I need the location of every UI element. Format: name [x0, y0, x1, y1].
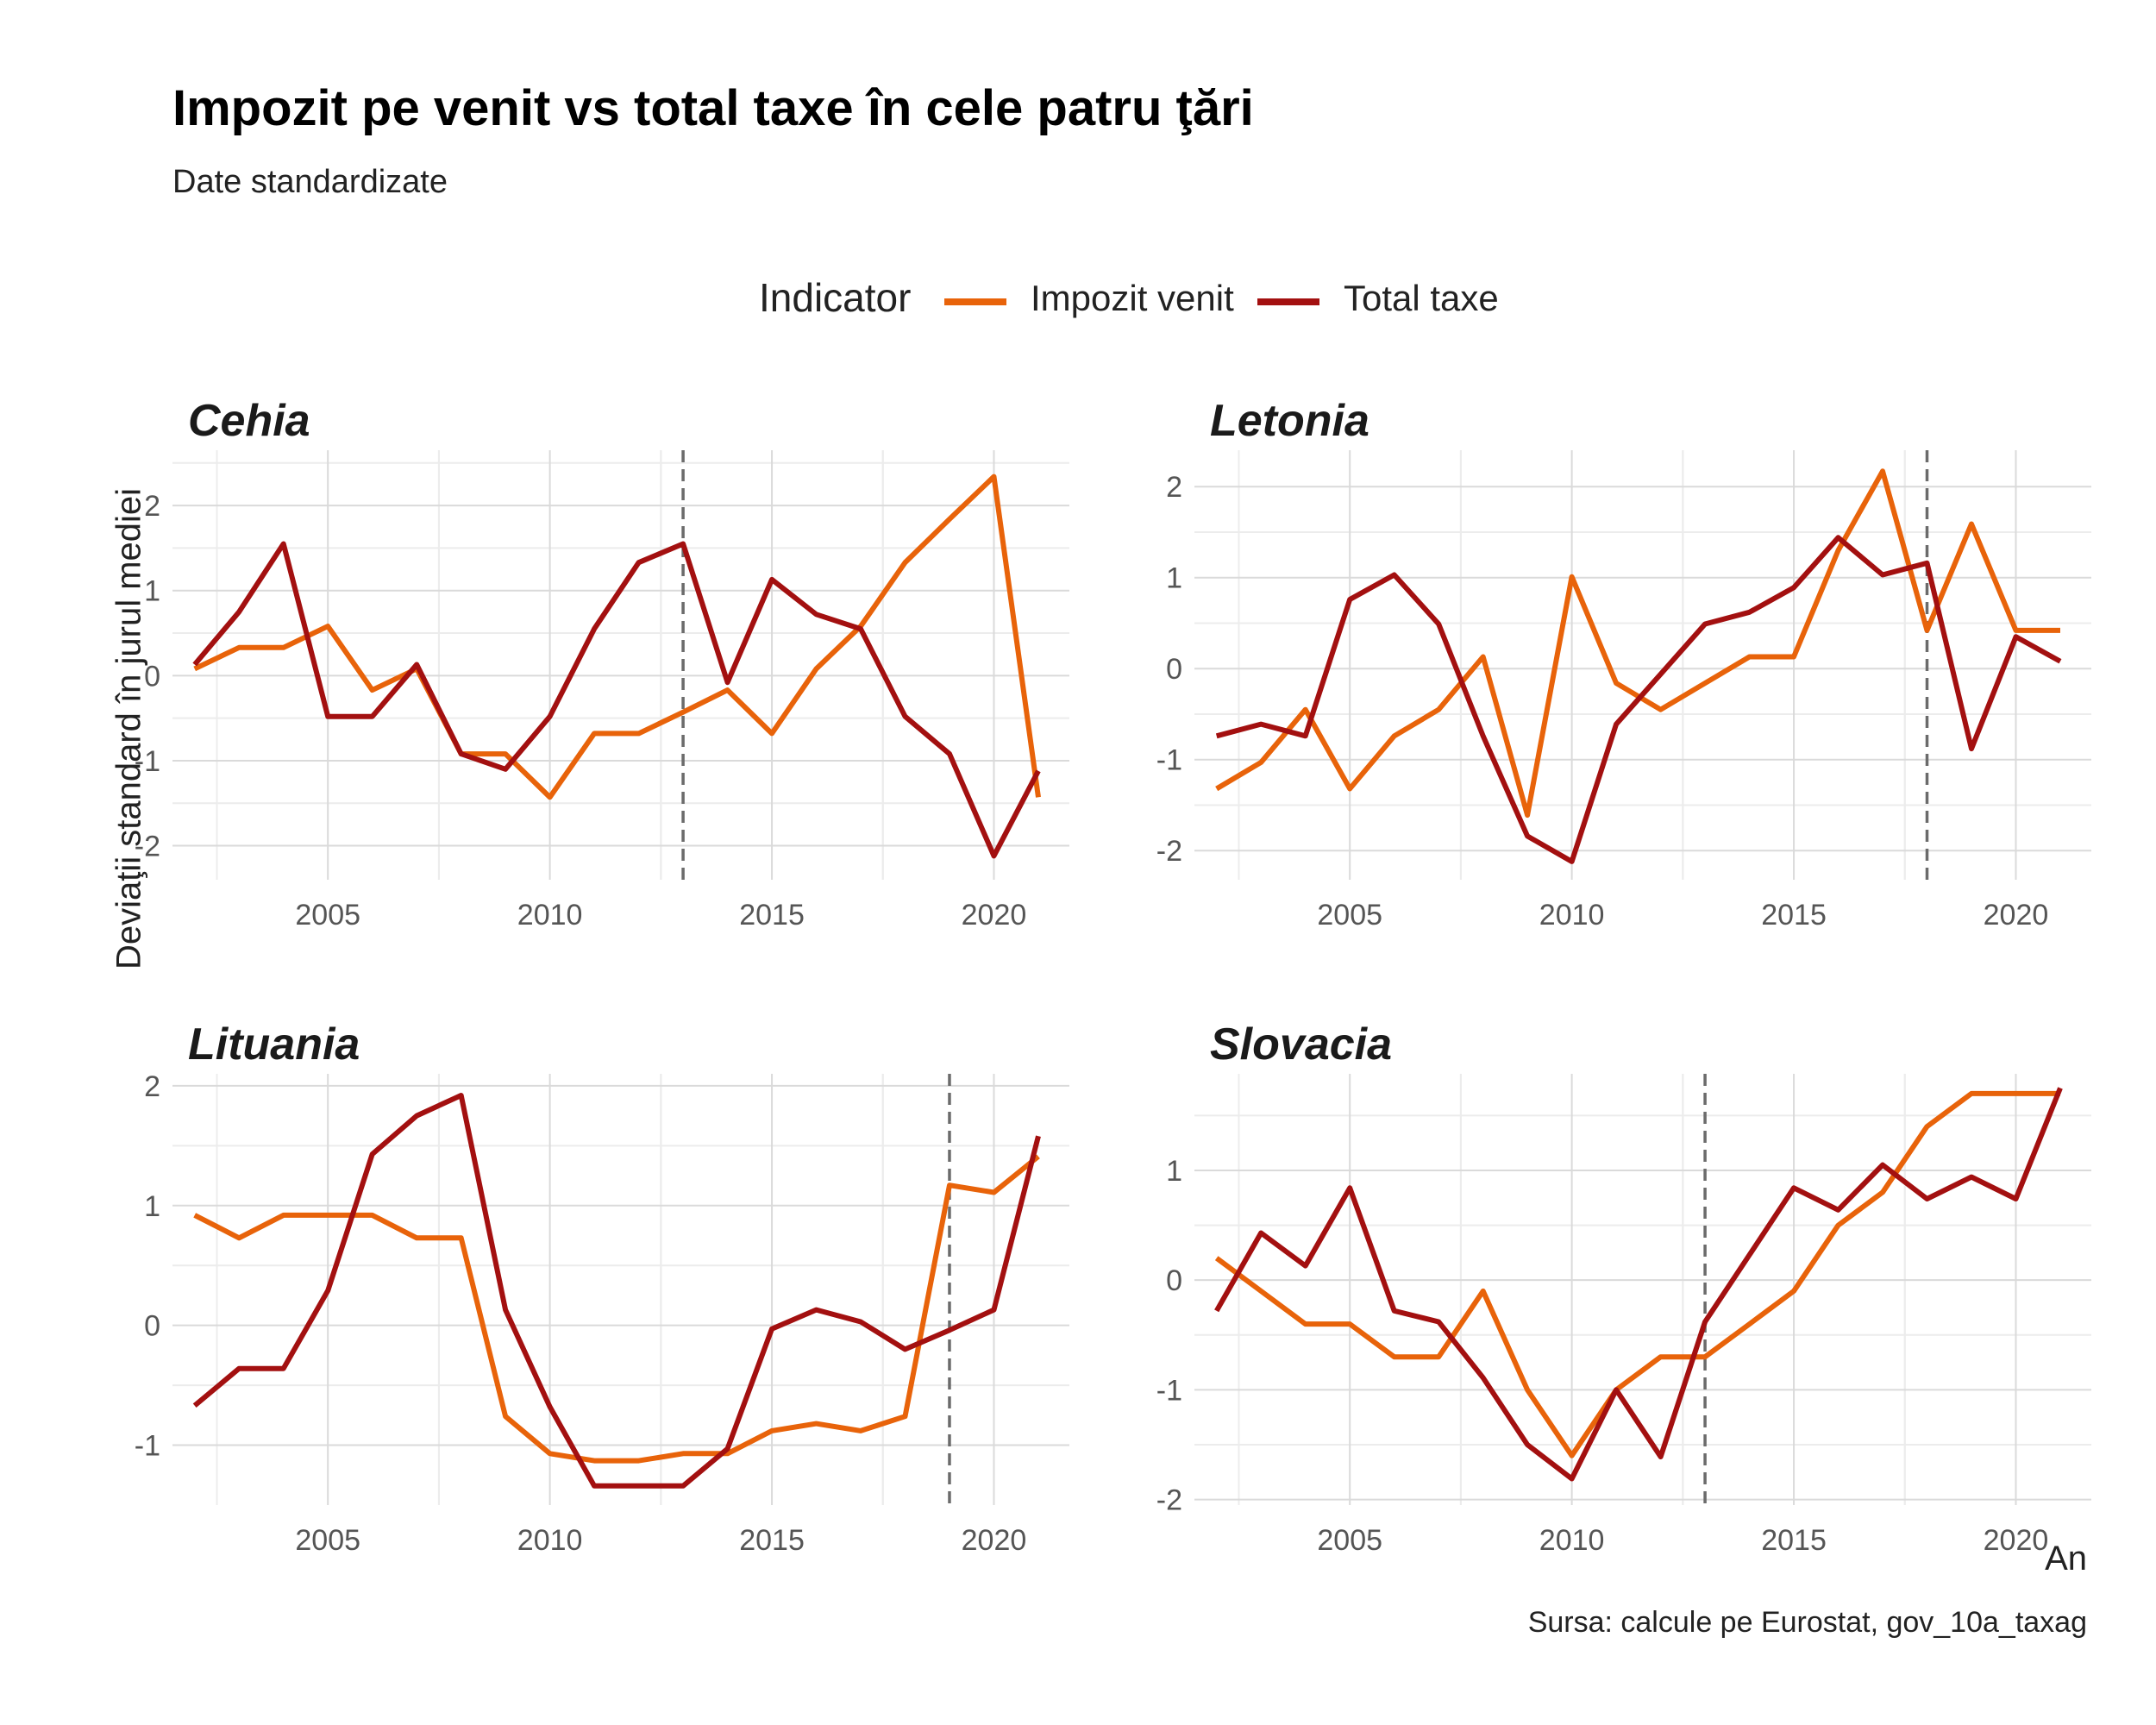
series-line-total-taxe [192, 1093, 1041, 1489]
y-tick-label: 1 [1166, 1155, 1182, 1188]
y-tick-label: 0 [1166, 1264, 1182, 1297]
x-tick-label: 2005 [1317, 899, 1382, 932]
y-tick-label: 1 [1166, 562, 1182, 595]
y-tick-label: 0 [144, 1310, 160, 1343]
y-tick-label: -1 [135, 745, 160, 778]
series-line-total-taxe [1214, 1087, 2063, 1482]
x-tick-label: 2005 [1317, 1524, 1382, 1557]
series-line-impozit-venit [1215, 468, 2060, 819]
panel-slovacia: 2005 2010 2015 2020 -2 -1 0 1 Slovacia [1156, 1019, 2091, 1557]
legend-key-total-taxe [1257, 298, 1319, 305]
x-tick-label: 2020 [1984, 1524, 2049, 1557]
legend-key-impozit-venit [944, 298, 1006, 305]
legend-label-impozit-venit: Impozit venit [1031, 278, 1234, 318]
y-tick-label: 1 [144, 575, 160, 608]
y-tick-label: -1 [1156, 744, 1182, 777]
panel-title-slovacia: Slovacia [1210, 1019, 1392, 1070]
x-axis-label: An [2045, 1540, 2087, 1578]
x-tick-label: 2015 [739, 899, 805, 932]
y-tick-label: -2 [1156, 835, 1182, 868]
x-tick-label: 2015 [739, 1524, 805, 1557]
y-tick-label: 1 [144, 1190, 160, 1223]
x-tick-label: 2010 [1539, 1524, 1605, 1557]
y-tick-label: -1 [135, 1430, 160, 1463]
panel-title-lituania: Lituania [188, 1019, 360, 1070]
x-tick-label: 2015 [1761, 899, 1827, 932]
legend-title: Indicator [759, 275, 912, 320]
x-tick-label: 2020 [962, 1524, 1027, 1557]
series-line-total-taxe [1215, 535, 2062, 864]
x-tick-label: 2010 [517, 899, 583, 932]
x-tick-label: 2015 [1761, 1524, 1827, 1557]
y-tick-label: 0 [1166, 653, 1182, 686]
caption: Sursa: calcule pe Eurostat, gov_10a_taxa… [1527, 1606, 2087, 1639]
x-tick-label: 2020 [1984, 899, 2049, 932]
y-tick-label: -2 [135, 831, 160, 863]
panel-title-letonia: Letonia [1210, 396, 1369, 446]
panel-lituania: 2005 2010 2015 2020 -1 0 1 2 Lituania [135, 1019, 1069, 1557]
series-line-impozit-venit [1214, 1090, 2060, 1458]
series-line-total-taxe [192, 541, 1041, 859]
y-tick-label: -1 [1156, 1374, 1182, 1407]
legend: Indicator Impozit venit Total taxe [0, 274, 2156, 326]
x-tick-label: 2010 [517, 1524, 583, 1557]
y-tick-label: 2 [144, 490, 160, 523]
legend-label-total-taxe: Total taxe [1344, 278, 1499, 318]
y-tick-label: 0 [144, 660, 160, 693]
panel-letonia: 2005 2010 2015 2020 -2 -1 0 1 2 Letonia [1156, 396, 2091, 932]
y-tick-label: -2 [1156, 1484, 1182, 1517]
chart-title: Impozit pe venit vs total taxe în cele p… [172, 80, 1254, 136]
x-tick-label: 2005 [295, 1524, 360, 1557]
y-tick-label: 2 [1166, 471, 1182, 504]
x-tick-label: 2020 [962, 899, 1027, 932]
x-tick-label: 2010 [1539, 899, 1605, 932]
series-line-impozit-venit [193, 1154, 1040, 1464]
x-tick-label: 2005 [295, 899, 360, 932]
chart-subtitle: Date standardizate [172, 164, 448, 200]
panel-title-cehia: Cehia [188, 396, 310, 446]
series-line-impozit-venit [193, 474, 1041, 800]
panel-cehia: 2005 2010 2015 2020 -2 -1 0 1 2 Cehia [135, 396, 1069, 932]
y-tick-label: 2 [144, 1070, 160, 1103]
